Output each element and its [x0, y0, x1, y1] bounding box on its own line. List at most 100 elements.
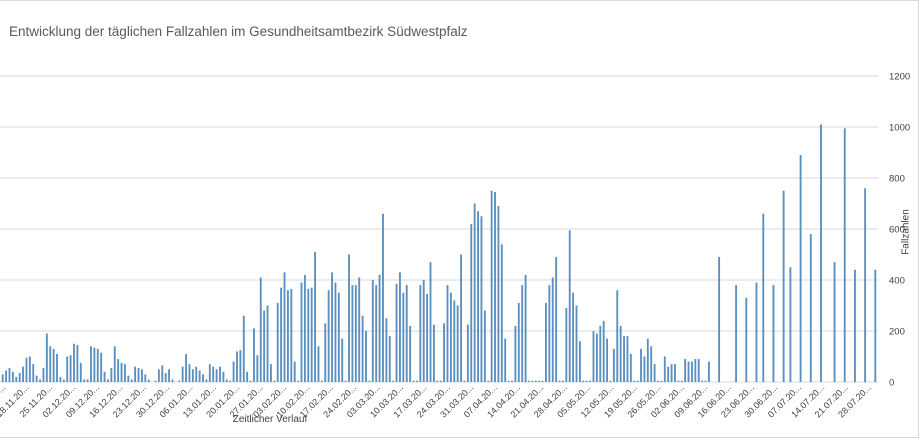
- bar: [572, 292, 575, 382]
- bar: [456, 305, 459, 382]
- bar: [130, 379, 133, 382]
- bar: [222, 371, 225, 382]
- bar: [477, 211, 479, 382]
- bar: [392, 380, 395, 382]
- bar: [494, 192, 496, 382]
- bar: [629, 353, 632, 382]
- bar: [545, 302, 547, 382]
- bar: [646, 338, 649, 382]
- bar: [592, 331, 595, 382]
- bar: [565, 308, 568, 382]
- bar: [341, 338, 344, 382]
- bar: [161, 365, 164, 382]
- bar: [368, 380, 371, 382]
- bar: [365, 331, 367, 382]
- bar: [144, 374, 147, 382]
- bar: [286, 290, 289, 382]
- bar: [215, 369, 218, 382]
- bar: [745, 297, 748, 382]
- bar: [90, 346, 92, 382]
- bar: [864, 188, 867, 382]
- bar: [599, 325, 602, 382]
- bar: [107, 379, 109, 382]
- bar: [606, 338, 609, 382]
- bar: [229, 380, 232, 382]
- bar: [219, 366, 221, 382]
- bar: [528, 380, 530, 382]
- bar: [432, 324, 435, 382]
- bar: [86, 379, 89, 382]
- bar: [663, 356, 666, 382]
- bar: [833, 262, 836, 382]
- bar: [514, 325, 517, 382]
- bar: [531, 380, 534, 382]
- bar: [337, 292, 340, 382]
- bar: [466, 324, 469, 382]
- bar: [22, 366, 25, 382]
- bar: [273, 380, 276, 382]
- bar: [168, 369, 171, 382]
- bar: [555, 257, 558, 382]
- bar: [507, 380, 510, 382]
- bar: [511, 380, 513, 382]
- bar: [697, 359, 700, 382]
- bar: [419, 285, 422, 382]
- bar: [595, 333, 598, 382]
- bar: [500, 244, 503, 382]
- bar: [718, 257, 721, 382]
- bar: [820, 124, 822, 382]
- bar: [619, 325, 622, 382]
- y-tick-label: 400: [889, 276, 905, 287]
- bar: [551, 277, 554, 382]
- bar: [809, 234, 812, 382]
- y-tick-label: 0: [889, 378, 894, 389]
- bar: [799, 155, 802, 382]
- bar: [439, 380, 442, 382]
- bar: [633, 380, 636, 382]
- bar: [39, 379, 41, 382]
- bar: [691, 361, 693, 382]
- bar: [280, 287, 283, 382]
- bar: [453, 300, 456, 382]
- bar: [191, 369, 194, 382]
- bar: [202, 374, 204, 382]
- bar: [52, 348, 55, 382]
- bar: [680, 380, 683, 382]
- bar: [178, 380, 181, 382]
- bar: [473, 203, 476, 382]
- bar: [5, 370, 8, 382]
- bar: [348, 254, 350, 382]
- bar: [205, 379, 208, 382]
- bar: [874, 269, 877, 382]
- bar: [674, 364, 676, 382]
- bar: [853, 269, 856, 382]
- bar: [409, 325, 412, 382]
- bar: [320, 380, 323, 382]
- y-tick-label: 800: [889, 174, 905, 185]
- bar: [707, 361, 710, 382]
- bar: [79, 362, 82, 382]
- bar: [269, 364, 272, 382]
- bar: [463, 380, 466, 382]
- bar: [15, 376, 18, 382]
- bar: [246, 371, 249, 382]
- bar: [623, 336, 625, 382]
- bar: [195, 366, 198, 382]
- bar: [134, 366, 137, 382]
- bar: [504, 338, 507, 382]
- bar: [212, 366, 215, 382]
- bar: [589, 380, 592, 382]
- bar: [497, 206, 500, 382]
- bar: [626, 336, 629, 382]
- bar: [762, 213, 765, 382]
- bar: [8, 367, 11, 382]
- bar: [303, 274, 306, 382]
- bar: [548, 285, 551, 382]
- bar: [561, 380, 564, 382]
- bar: [45, 333, 48, 382]
- bar: [782, 190, 785, 382]
- bar: [188, 364, 191, 382]
- bar: [395, 283, 398, 382]
